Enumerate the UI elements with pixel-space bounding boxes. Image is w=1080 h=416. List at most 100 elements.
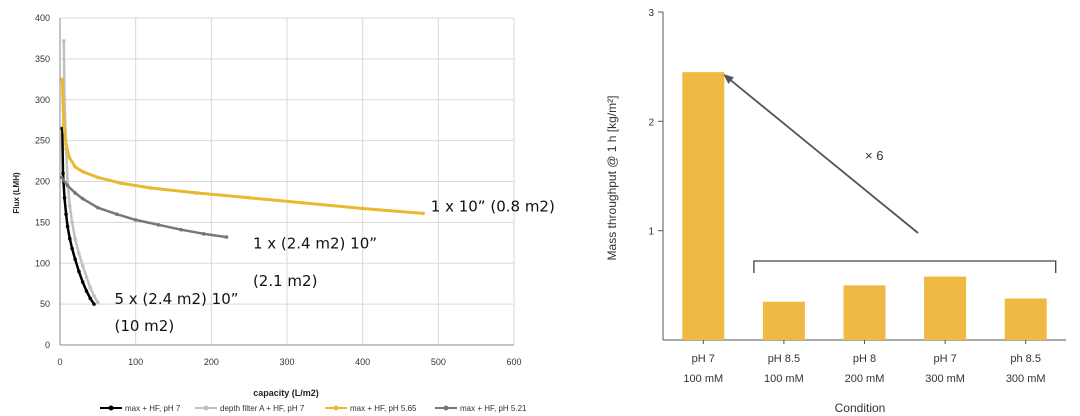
data-point: [65, 224, 70, 229]
x-tick-label: 600: [506, 357, 521, 367]
data-point: [96, 175, 100, 180]
y-tick-label: 150: [35, 217, 50, 227]
legend-label: max + HF, pH 5.21: [460, 404, 527, 413]
category-label: pH 7: [692, 353, 715, 365]
data-point: [70, 220, 74, 225]
x-tick-labels: 0 100 200 300 400 500 600: [57, 357, 521, 367]
data-point: [70, 246, 74, 251]
x-tick-label: 200: [204, 357, 219, 367]
data-point: [73, 164, 77, 169]
data-point: [59, 175, 64, 180]
y-axis-label: Flux (LMH): [12, 172, 21, 214]
data-point: [61, 122, 66, 127]
grid: [59, 17, 515, 346]
data-point: [300, 200, 304, 205]
y-tick-label: 50: [40, 299, 50, 309]
x-tick-label: 100: [128, 357, 143, 367]
data-point: [149, 186, 153, 190]
data-point: [80, 196, 85, 201]
annotation-label: 5 x (2.4 m2) 10”: [114, 290, 238, 308]
data-point: [73, 191, 77, 195]
data-point: [62, 196, 67, 200]
data-point: [118, 181, 123, 185]
category-label: 100 mM: [683, 373, 723, 385]
data-point: [96, 205, 100, 210]
category-labels: pH 7 100 mM pH 8.5 100 mM pH 8 200 mM pH 7 300 …: [683, 340, 1046, 385]
bar: [843, 285, 886, 340]
data-point: [156, 223, 161, 227]
y-axis-label: Mass throughput @ 1 h [kg/m²]: [605, 96, 619, 261]
annotation-label: 1 x 10” (0.8 m2): [431, 198, 555, 216]
bracket: [753, 260, 1057, 273]
y-tick-label: 3: [648, 8, 654, 19]
annotation-label: 1 x (2.4 m2) 10”: [253, 235, 377, 253]
arrow-shaft: [727, 77, 919, 234]
category-label: pH 7: [933, 353, 956, 365]
data-point: [77, 251, 81, 256]
series-lines: [59, 39, 426, 306]
data-point: [421, 211, 426, 216]
category-label: 300 mM: [925, 373, 965, 385]
y-tick-label: 300: [35, 95, 50, 105]
data-point: [84, 275, 89, 279]
annotation-label: (2.1 m2): [253, 272, 317, 290]
category-label: 200 mM: [845, 373, 885, 385]
y-tick-label: 250: [35, 136, 50, 146]
data-point: [96, 300, 100, 305]
legend-marker: [443, 405, 449, 411]
y-tick-label: 200: [35, 177, 50, 187]
x-tick-label: 400: [355, 357, 370, 367]
data-point: [92, 302, 96, 306]
x-tick-label: 0: [57, 357, 62, 367]
flux-capacity-chart: 0 50 100 150 200 250 300 350 400 0 100 200 300 400 50…: [12, 13, 555, 413]
y-tick-labels: 0 50 100 150 200 250 300 350 400: [35, 13, 50, 350]
data-point: [360, 206, 365, 211]
data-point: [67, 155, 71, 159]
data-point: [194, 191, 198, 195]
data-point: [224, 235, 229, 239]
arrow: [723, 74, 919, 234]
data-point: [61, 39, 66, 43]
data-point: [60, 77, 65, 82]
data-point: [114, 212, 119, 216]
y-tick-label: 0: [45, 340, 50, 350]
y-tick-label: 350: [35, 54, 50, 64]
category-label: pH 8.5: [768, 353, 800, 365]
legend: max + HF, pH 7 depth filter A + HF, pH 7 m…: [100, 404, 527, 413]
bar: [924, 276, 967, 340]
category-label: ph 8.5: [1010, 353, 1041, 365]
data-point: [88, 285, 93, 290]
data-point: [84, 289, 89, 293]
data-point: [80, 169, 85, 174]
y-tick-label: 400: [35, 13, 50, 23]
y-tick-label: 100: [35, 258, 50, 268]
x-tick-label: 300: [279, 357, 294, 367]
data-point: [179, 227, 183, 232]
category-label: 300 mM: [1006, 373, 1046, 385]
data-point: [80, 263, 85, 268]
y-ticks: 1 2 3: [648, 8, 663, 238]
category-label: pH 8: [853, 353, 876, 365]
data-point: [68, 204, 72, 208]
data-point: [88, 296, 93, 301]
category-label: 100 mM: [764, 373, 804, 385]
annotations: 1 x 10” (0.8 m2) 1 x (2.4 m2) 10” (2.1 m2)…: [114, 198, 554, 335]
x-tick-label: 500: [431, 357, 446, 367]
legend-label: max + HF, pH 5.65: [350, 404, 417, 413]
data-point: [247, 196, 251, 200]
y-tick-label: 1: [648, 227, 654, 238]
y-tick-label: 2: [648, 117, 654, 128]
legend-marker: [203, 405, 209, 411]
data-point: [65, 183, 70, 188]
data-point: [77, 269, 81, 274]
bar: [682, 72, 725, 340]
series-line: [60, 79, 424, 215]
annotation-label: (10 m2): [114, 317, 174, 335]
x-axis-label: Condition: [835, 401, 886, 415]
data-point: [92, 294, 96, 298]
arrow-head: [723, 74, 734, 84]
bar: [1004, 298, 1047, 340]
data-point: [201, 232, 206, 236]
data-point: [64, 212, 68, 216]
